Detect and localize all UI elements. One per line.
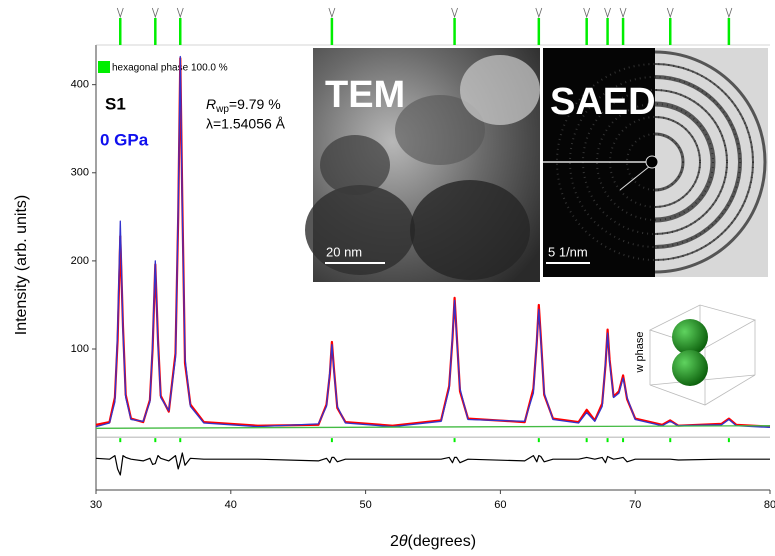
saed-scale: 5 1/nm — [548, 244, 588, 259]
saed-label: SAED — [550, 81, 656, 123]
rwp-label: Rwp=9.79 % — [206, 96, 281, 115]
x-tick-label: 80 — [764, 499, 775, 511]
x-label-part: 2 — [390, 533, 399, 550]
reflection-cap — [151, 7, 159, 19]
reflection-cap — [451, 7, 458, 19]
y-tick-label: 200 — [71, 255, 89, 267]
x-tick-label: 70 — [629, 499, 641, 511]
reflection-cap — [619, 7, 627, 19]
y-tick-label: 300 — [71, 167, 89, 179]
saed-inset: SAED 5 1/nm — [543, 48, 768, 277]
series-line — [95, 452, 770, 476]
rwp-subscript: wp — [215, 104, 229, 115]
y-tick-label: 100 — [71, 343, 89, 355]
x-label-theta: θ — [399, 533, 408, 550]
x-axis-label: 2θ(degrees) — [390, 533, 476, 550]
phase-plot-label: w phase — [634, 332, 646, 374]
tem-scale: 20 nm — [326, 244, 362, 259]
series-line — [95, 55, 771, 429]
reflection-cap — [535, 7, 543, 19]
sample-label: S1 — [105, 94, 126, 113]
series-line — [95, 425, 771, 429]
reflection-cap — [725, 7, 733, 19]
wavelength-label: λ=1.54056 Å — [206, 116, 286, 132]
reflection-cap — [583, 7, 591, 19]
y-tick-label: 400 — [71, 79, 89, 91]
phase-plot-inset: w phase — [634, 304, 757, 406]
x-tick-label: 50 — [359, 499, 371, 511]
y-axis-label: Intensity (arb. units) — [13, 195, 30, 336]
reflection-cap — [328, 7, 336, 19]
reflection-cap — [604, 7, 611, 19]
reflection-cap — [666, 7, 674, 19]
reflection-cap — [176, 7, 184, 19]
legend-swatch — [98, 61, 110, 73]
tem-inset: TEM 20 nm — [305, 48, 540, 282]
x-tick-label: 60 — [494, 499, 506, 511]
rwp-value: =9.79 % — [229, 96, 281, 112]
pressure-label: 0 GPa — [100, 130, 149, 149]
tem-label: TEM — [325, 74, 405, 116]
plot-area: 100 200 300 400 30 40 50 60 70 80 hexagonal phase … — [71, 7, 775, 511]
x-tick-label: 30 — [90, 499, 102, 511]
reflection-cap — [116, 7, 124, 19]
rwp-symbol: R — [206, 96, 216, 112]
legend-label: hexagonal phase 100.0 % — [112, 63, 228, 74]
x-tick-label: 40 — [225, 499, 237, 511]
x-label-part: (degrees) — [408, 533, 476, 550]
